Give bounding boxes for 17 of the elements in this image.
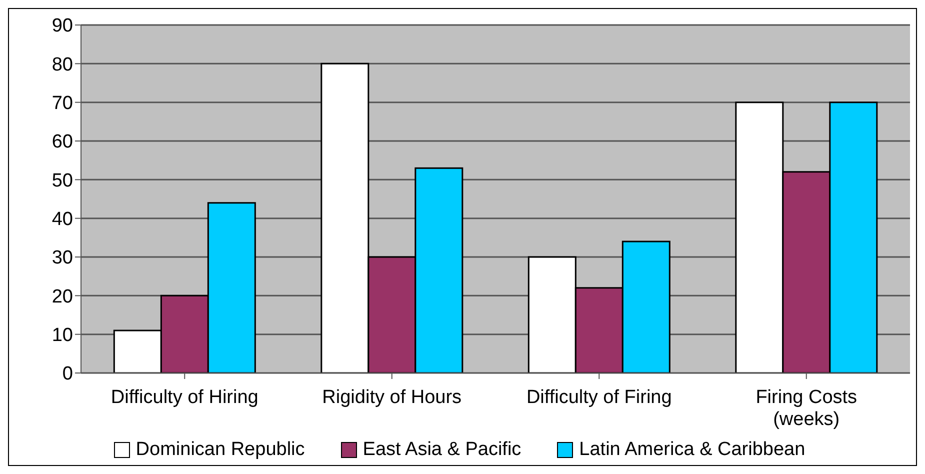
y-tick-label: 50	[52, 170, 73, 192]
y-tick-label: 70	[52, 93, 73, 114]
legend-label: Latin America & Caribbean	[579, 439, 806, 461]
y-tick-label: 10	[52, 325, 73, 346]
y-tick-label: 90	[52, 16, 73, 37]
x-tick-label: Firing Costs (weeks)	[756, 387, 858, 430]
legend-label: Dominican Republic	[136, 439, 305, 461]
y-tick-label: 0	[62, 364, 73, 385]
x-tick-label: Rigidity of Hours	[322, 387, 462, 408]
y-tick-label: 80	[52, 54, 73, 76]
y-tick-label: 40	[52, 209, 73, 230]
y-tick-label: 30	[52, 248, 73, 269]
legend-label: East Asia & Pacific	[362, 439, 522, 461]
y-tick-label: 60	[52, 132, 73, 153]
x-tick-label: Difficulty of Firing	[526, 387, 672, 408]
x-tick-label: Difficulty of Hiring	[110, 387, 258, 408]
y-tick-label: 20	[52, 286, 73, 308]
